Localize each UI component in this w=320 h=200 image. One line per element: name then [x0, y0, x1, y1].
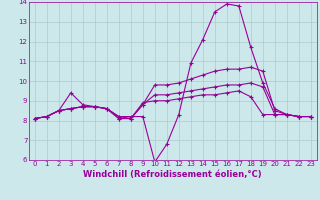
- X-axis label: Windchill (Refroidissement éolien,°C): Windchill (Refroidissement éolien,°C): [84, 170, 262, 179]
